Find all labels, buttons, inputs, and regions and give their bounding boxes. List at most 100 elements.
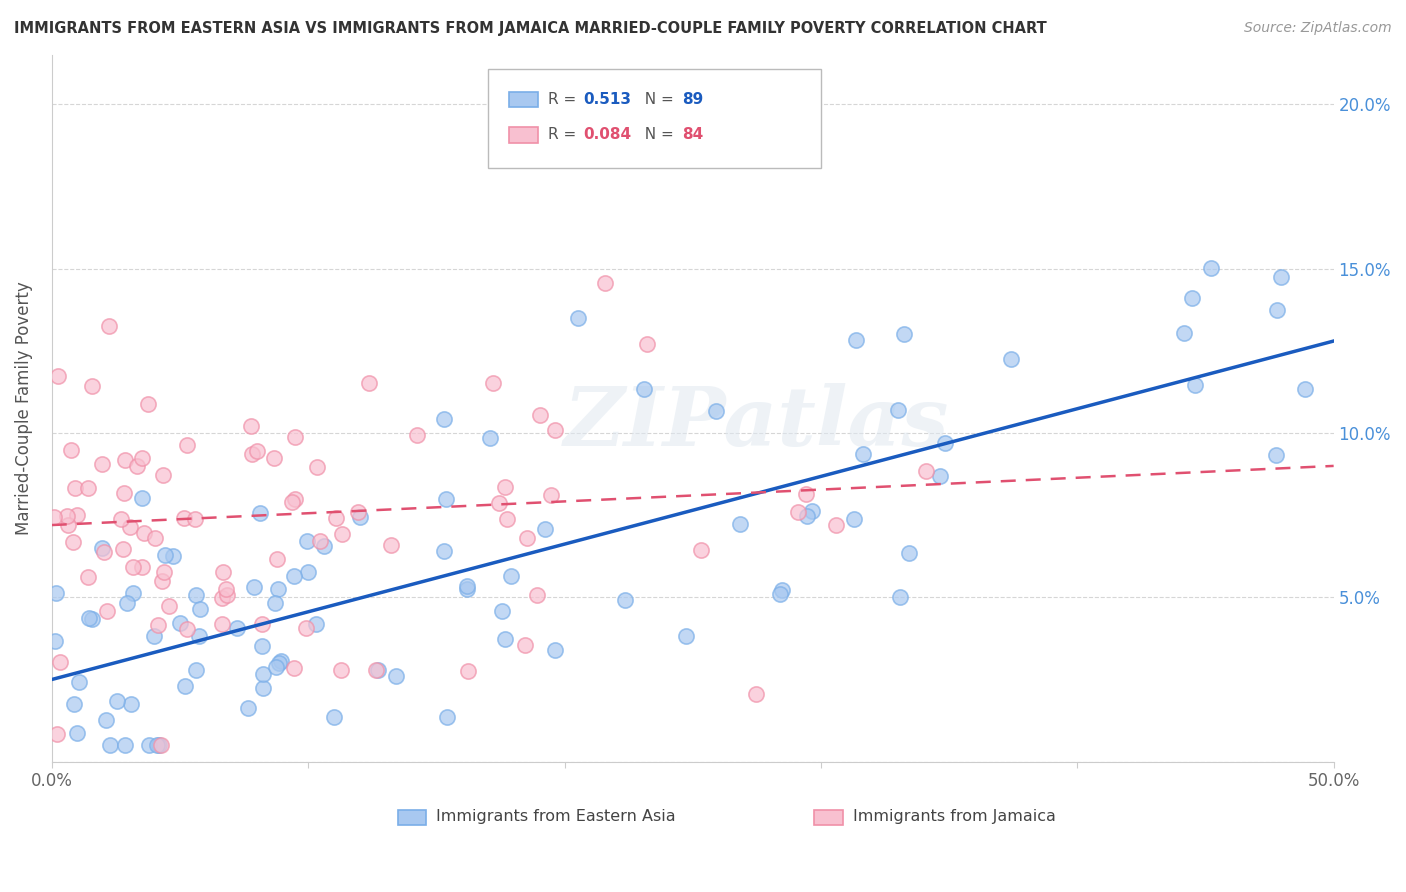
Text: Immigrants from Jamaica: Immigrants from Jamaica	[853, 809, 1056, 824]
Point	[120, 697, 142, 711]
Point	[934, 436, 956, 450]
Point	[264, 595, 287, 609]
Point	[1173, 326, 1195, 341]
Point	[138, 738, 160, 752]
Point	[794, 487, 817, 501]
Point	[110, 512, 132, 526]
Point	[240, 418, 263, 433]
Point	[252, 681, 274, 695]
Point	[240, 447, 263, 461]
Point	[359, 376, 381, 390]
Point	[897, 546, 920, 560]
Point	[405, 428, 427, 442]
Point	[236, 701, 259, 715]
Point	[131, 560, 153, 574]
Point	[915, 464, 938, 478]
Point	[1264, 448, 1286, 462]
Point	[283, 568, 305, 582]
Point	[305, 617, 328, 632]
Point	[385, 669, 408, 683]
Point	[887, 403, 910, 417]
Point	[567, 310, 589, 325]
Text: R =: R =	[548, 128, 581, 143]
Point	[889, 591, 911, 605]
Point	[457, 664, 479, 678]
Point	[150, 738, 173, 752]
Point	[174, 679, 197, 693]
FancyBboxPatch shape	[509, 92, 537, 107]
Point	[893, 326, 915, 341]
Point	[186, 588, 208, 602]
Point	[675, 629, 697, 643]
Point	[347, 505, 370, 519]
Point	[67, 674, 90, 689]
Text: N =: N =	[636, 128, 679, 143]
Point	[250, 639, 273, 653]
Point	[494, 480, 516, 494]
Point	[845, 333, 868, 347]
Point	[297, 565, 319, 579]
Text: 84: 84	[682, 128, 703, 143]
Text: 89: 89	[682, 92, 703, 107]
Point	[1184, 378, 1206, 392]
Point	[433, 544, 456, 558]
Point	[456, 582, 478, 596]
Point	[481, 376, 503, 390]
Point	[63, 481, 86, 495]
Point	[157, 599, 180, 614]
Point	[270, 655, 292, 669]
Point	[76, 481, 98, 495]
Point	[122, 560, 145, 574]
Point	[796, 509, 818, 524]
Point	[98, 738, 121, 752]
Point	[436, 710, 458, 724]
Point	[433, 412, 456, 426]
Point	[284, 430, 307, 444]
Point	[226, 621, 249, 635]
Point	[1265, 303, 1288, 318]
Point	[91, 457, 114, 471]
Point	[264, 659, 287, 673]
Point	[45, 586, 67, 600]
Point	[169, 615, 191, 630]
Point	[114, 738, 136, 752]
Point	[1000, 351, 1022, 366]
Point	[312, 539, 335, 553]
Point	[56, 518, 79, 533]
Point	[153, 565, 176, 579]
Point	[266, 552, 288, 566]
Point	[323, 710, 346, 724]
Point	[844, 512, 866, 526]
Point	[283, 661, 305, 675]
Point	[380, 538, 402, 552]
Point	[706, 404, 728, 418]
Point	[162, 549, 184, 564]
Point	[1294, 382, 1316, 396]
Point	[48, 655, 70, 669]
Point	[252, 616, 274, 631]
Point	[46, 369, 69, 384]
Point	[66, 726, 89, 740]
Point	[689, 542, 711, 557]
Point	[633, 382, 655, 396]
Point	[94, 714, 117, 728]
Point	[136, 397, 159, 411]
Point	[456, 579, 478, 593]
Point	[330, 526, 353, 541]
Point	[184, 512, 207, 526]
FancyBboxPatch shape	[509, 128, 537, 143]
Point	[266, 582, 288, 596]
Point	[98, 318, 121, 333]
Point	[211, 617, 233, 632]
Text: N =: N =	[636, 92, 679, 107]
Point	[186, 663, 208, 677]
Text: 0.084: 0.084	[583, 128, 631, 143]
Point	[173, 510, 195, 524]
Point	[148, 738, 170, 752]
Point	[544, 642, 567, 657]
Point	[495, 512, 517, 526]
Point	[367, 663, 389, 677]
Point	[111, 541, 134, 556]
Point	[534, 523, 557, 537]
Point	[42, 510, 65, 524]
